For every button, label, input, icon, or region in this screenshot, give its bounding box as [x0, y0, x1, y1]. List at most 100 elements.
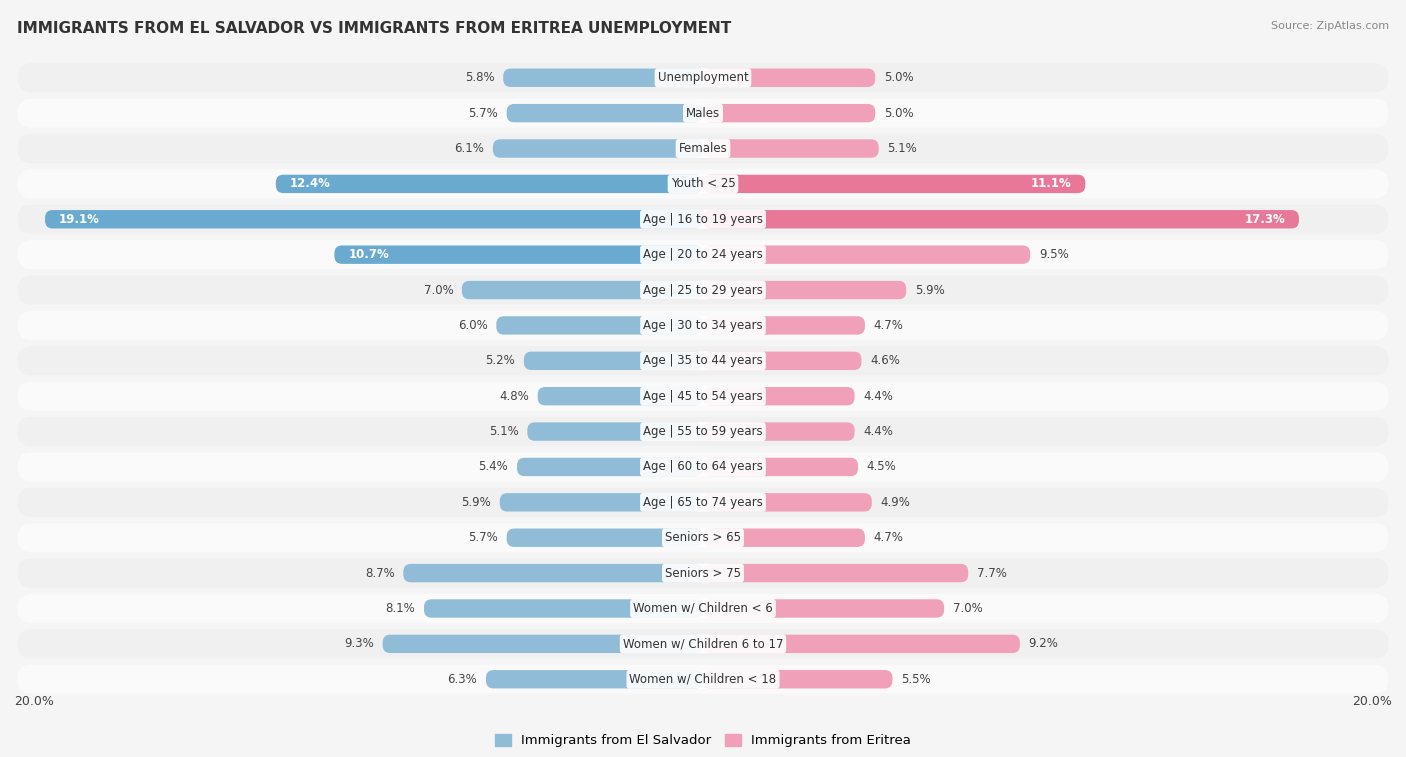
Text: 8.1%: 8.1%: [385, 602, 415, 615]
Text: Age | 25 to 29 years: Age | 25 to 29 years: [643, 284, 763, 297]
FancyBboxPatch shape: [17, 629, 1389, 659]
FancyBboxPatch shape: [703, 69, 875, 87]
Text: Males: Males: [686, 107, 720, 120]
FancyBboxPatch shape: [703, 351, 862, 370]
Text: 17.3%: 17.3%: [1244, 213, 1285, 226]
FancyBboxPatch shape: [537, 387, 703, 406]
FancyBboxPatch shape: [703, 528, 865, 547]
Text: 9.2%: 9.2%: [1029, 637, 1059, 650]
Text: Age | 60 to 64 years: Age | 60 to 64 years: [643, 460, 763, 473]
Text: 5.0%: 5.0%: [884, 107, 914, 120]
FancyBboxPatch shape: [496, 316, 703, 335]
FancyBboxPatch shape: [703, 139, 879, 157]
Text: 6.0%: 6.0%: [458, 319, 488, 332]
Text: Youth < 25: Youth < 25: [671, 177, 735, 191]
Text: 5.7%: 5.7%: [468, 531, 498, 544]
Text: 5.4%: 5.4%: [478, 460, 509, 473]
Text: 7.7%: 7.7%: [977, 566, 1007, 580]
FancyBboxPatch shape: [17, 453, 1389, 481]
FancyBboxPatch shape: [499, 493, 703, 512]
FancyBboxPatch shape: [404, 564, 703, 582]
Text: 7.0%: 7.0%: [423, 284, 453, 297]
Text: 4.9%: 4.9%: [880, 496, 910, 509]
FancyBboxPatch shape: [17, 382, 1389, 411]
Text: 20.0%: 20.0%: [14, 695, 53, 708]
Text: Women w/ Children 6 to 17: Women w/ Children 6 to 17: [623, 637, 783, 650]
FancyBboxPatch shape: [703, 422, 855, 441]
Text: 5.1%: 5.1%: [489, 425, 519, 438]
Text: IMMIGRANTS FROM EL SALVADOR VS IMMIGRANTS FROM ERITREA UNEMPLOYMENT: IMMIGRANTS FROM EL SALVADOR VS IMMIGRANT…: [17, 21, 731, 36]
Text: 8.7%: 8.7%: [366, 566, 395, 580]
Text: Age | 55 to 59 years: Age | 55 to 59 years: [643, 425, 763, 438]
FancyBboxPatch shape: [506, 528, 703, 547]
FancyBboxPatch shape: [517, 458, 703, 476]
FancyBboxPatch shape: [425, 600, 703, 618]
Text: 4.5%: 4.5%: [866, 460, 897, 473]
FancyBboxPatch shape: [17, 311, 1389, 340]
Text: 5.5%: 5.5%: [901, 673, 931, 686]
Text: Women w/ Children < 6: Women w/ Children < 6: [633, 602, 773, 615]
FancyBboxPatch shape: [494, 139, 703, 157]
FancyBboxPatch shape: [703, 281, 907, 299]
Legend: Immigrants from El Salvador, Immigrants from Eritrea: Immigrants from El Salvador, Immigrants …: [489, 729, 917, 752]
FancyBboxPatch shape: [703, 104, 875, 123]
Text: Women w/ Children < 18: Women w/ Children < 18: [630, 673, 776, 686]
FancyBboxPatch shape: [527, 422, 703, 441]
FancyBboxPatch shape: [17, 170, 1389, 198]
Text: 5.8%: 5.8%: [465, 71, 495, 84]
FancyBboxPatch shape: [703, 210, 1299, 229]
FancyBboxPatch shape: [461, 281, 703, 299]
FancyBboxPatch shape: [17, 64, 1389, 92]
Text: Females: Females: [679, 142, 727, 155]
FancyBboxPatch shape: [17, 594, 1389, 623]
FancyBboxPatch shape: [703, 600, 945, 618]
FancyBboxPatch shape: [17, 559, 1389, 587]
FancyBboxPatch shape: [17, 98, 1389, 128]
FancyBboxPatch shape: [524, 351, 703, 370]
Text: 7.0%: 7.0%: [953, 602, 983, 615]
Text: 4.7%: 4.7%: [873, 531, 904, 544]
Text: 5.1%: 5.1%: [887, 142, 917, 155]
FancyBboxPatch shape: [703, 458, 858, 476]
Text: Unemployment: Unemployment: [658, 71, 748, 84]
Text: 19.1%: 19.1%: [59, 213, 100, 226]
FancyBboxPatch shape: [703, 175, 1085, 193]
Text: 4.6%: 4.6%: [870, 354, 900, 367]
FancyBboxPatch shape: [703, 564, 969, 582]
Text: 5.9%: 5.9%: [461, 496, 491, 509]
Text: Age | 30 to 34 years: Age | 30 to 34 years: [643, 319, 763, 332]
Text: 5.2%: 5.2%: [485, 354, 515, 367]
Text: Age | 20 to 24 years: Age | 20 to 24 years: [643, 248, 763, 261]
Text: 4.4%: 4.4%: [863, 425, 893, 438]
FancyBboxPatch shape: [703, 493, 872, 512]
FancyBboxPatch shape: [382, 634, 703, 653]
Text: Age | 16 to 19 years: Age | 16 to 19 years: [643, 213, 763, 226]
FancyBboxPatch shape: [703, 245, 1031, 264]
FancyBboxPatch shape: [17, 276, 1389, 304]
Text: 4.7%: 4.7%: [873, 319, 904, 332]
Text: 11.1%: 11.1%: [1031, 177, 1071, 191]
FancyBboxPatch shape: [503, 69, 703, 87]
FancyBboxPatch shape: [45, 210, 703, 229]
FancyBboxPatch shape: [17, 240, 1389, 269]
Text: 4.4%: 4.4%: [863, 390, 893, 403]
FancyBboxPatch shape: [276, 175, 703, 193]
Text: 5.7%: 5.7%: [468, 107, 498, 120]
Text: 9.3%: 9.3%: [344, 637, 374, 650]
FancyBboxPatch shape: [486, 670, 703, 688]
FancyBboxPatch shape: [17, 134, 1389, 163]
FancyBboxPatch shape: [335, 245, 703, 264]
Text: 5.9%: 5.9%: [915, 284, 945, 297]
Text: Source: ZipAtlas.com: Source: ZipAtlas.com: [1271, 21, 1389, 31]
Text: Seniors > 65: Seniors > 65: [665, 531, 741, 544]
FancyBboxPatch shape: [17, 417, 1389, 446]
FancyBboxPatch shape: [506, 104, 703, 123]
Text: Seniors > 75: Seniors > 75: [665, 566, 741, 580]
FancyBboxPatch shape: [17, 205, 1389, 234]
Text: Age | 65 to 74 years: Age | 65 to 74 years: [643, 496, 763, 509]
FancyBboxPatch shape: [703, 634, 1019, 653]
Text: 12.4%: 12.4%: [290, 177, 330, 191]
FancyBboxPatch shape: [17, 665, 1389, 693]
Text: 9.5%: 9.5%: [1039, 248, 1069, 261]
Text: 5.0%: 5.0%: [884, 71, 914, 84]
